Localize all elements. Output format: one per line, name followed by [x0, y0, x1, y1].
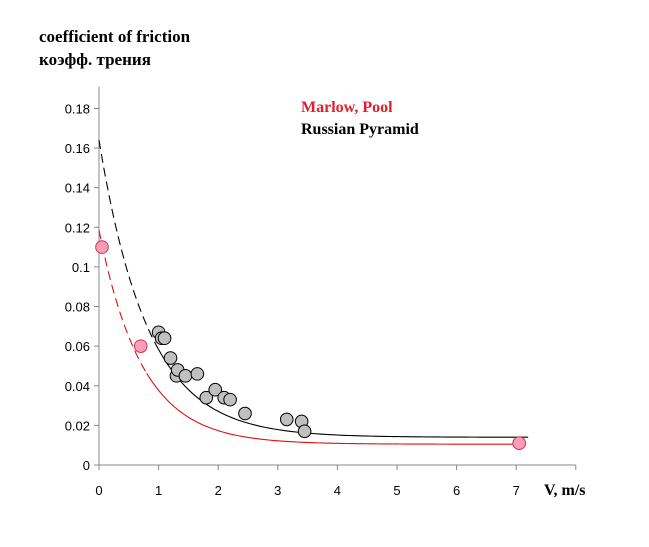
- data-point: [199, 390, 214, 405]
- data-point: [297, 424, 312, 439]
- data-point: [178, 369, 193, 383]
- data-point: [157, 331, 172, 346]
- fit-curve-solid-0: [146, 372, 523, 445]
- data-points: [95, 240, 526, 451]
- y-tick-label: 0.1: [72, 260, 90, 275]
- data-point: [190, 367, 205, 381]
- fit-curve-dashed-1: [98, 140, 160, 350]
- y-tick-label: 0: [83, 458, 90, 473]
- x-axis-label: V, m/s: [544, 482, 586, 499]
- fit-curve-solid-1: [158, 349, 529, 438]
- data-point: [238, 406, 252, 421]
- data-point: [512, 436, 526, 451]
- x-tick-label: 5: [393, 483, 400, 498]
- x-tick-label: 2: [215, 483, 222, 498]
- x-tick-label: 4: [334, 483, 341, 498]
- y-tick-label: 0.08: [65, 300, 90, 315]
- data-point: [279, 412, 294, 427]
- y-axis-label-line-2: коэфф. трения: [39, 50, 151, 69]
- data-point: [208, 382, 223, 397]
- y-tick-label: 0.06: [65, 339, 90, 354]
- fit-curve-dashed-0: [98, 230, 148, 374]
- legend-entry: Russian Pyramid: [301, 121, 419, 138]
- y-axis-label-line-1: coefficient of friction: [39, 27, 191, 46]
- legend: Marlow, Pool Russian Pyramid: [301, 99, 419, 138]
- axes: 0 0.02 0.04 0.06 0.08 0.1 0.12 0.14 0.16 0.18 0 1 2 3…: [65, 86, 577, 498]
- x-tick-label: 7: [513, 483, 520, 498]
- y-tick-label: 0.18: [65, 101, 90, 116]
- legend-entry: Marlow, Pool: [301, 99, 393, 116]
- y-tick-label: 0.12: [65, 220, 90, 235]
- x-tick-label: 0: [95, 483, 102, 498]
- data-point: [223, 392, 237, 407]
- data-point: [95, 240, 109, 254]
- data-point: [163, 351, 178, 365]
- data-point: [133, 339, 148, 353]
- y-tick-label: 0.14: [65, 181, 90, 196]
- x-tick-label: 3: [274, 483, 281, 498]
- x-tick-label: 1: [155, 483, 162, 498]
- y-tick-label: 0.16: [65, 141, 90, 156]
- y-tick-label: 0.02: [65, 418, 90, 433]
- fit-curves: [98, 140, 529, 445]
- y-tick-label: 0.04: [65, 379, 90, 394]
- x-tick-label: 6: [453, 483, 460, 498]
